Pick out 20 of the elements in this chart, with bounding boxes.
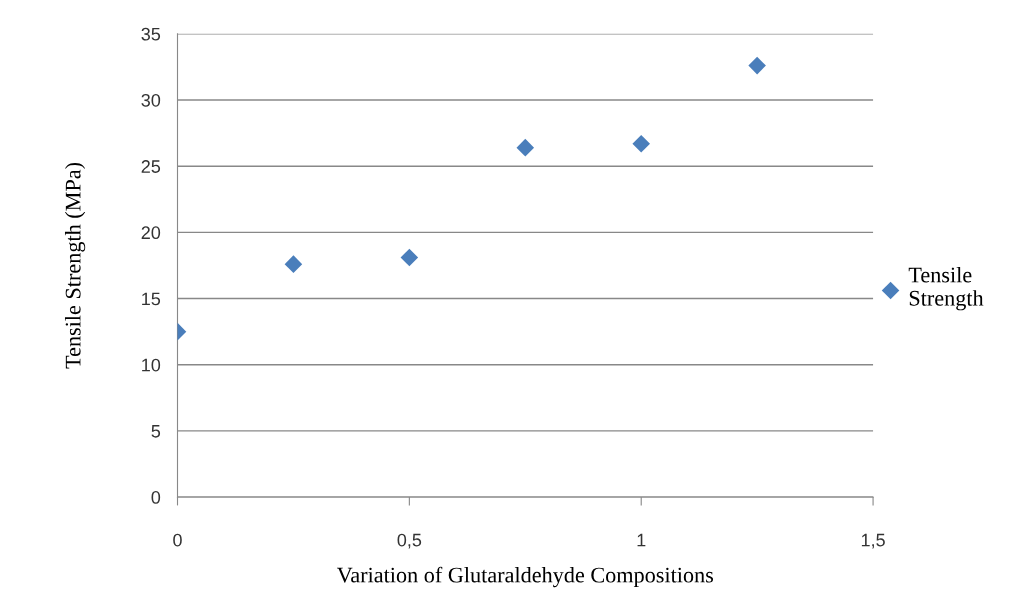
x-tick-label: 0	[173, 533, 182, 547]
x-tick-label: 1,5	[861, 533, 885, 549]
point	[632, 134, 650, 153]
x-tick-label: 1	[637, 533, 646, 547]
point	[516, 138, 535, 157]
x-tick-label: 0,5	[397, 533, 422, 549]
y-tick-label: 30	[141, 93, 161, 107]
y-tick-label: 35	[141, 27, 161, 41]
point	[748, 56, 766, 75]
y-tick-label: 20	[141, 226, 161, 240]
point	[284, 255, 303, 273]
y-tick-label: 15	[142, 292, 161, 306]
x-axis-title: Variation of Glutaraldehyde Compositions	[336, 566, 714, 588]
y-tick-label: 0	[151, 491, 161, 504]
legend-label: Tensile Strength	[908, 266, 984, 311]
y-axis-title: Tensile Strength (MPa)	[64, 162, 86, 369]
y-tick-label: 5	[151, 425, 161, 438]
y-tick-label: 25	[141, 160, 161, 173]
point	[400, 248, 419, 267]
y-tick-label: 10	[142, 358, 161, 372]
